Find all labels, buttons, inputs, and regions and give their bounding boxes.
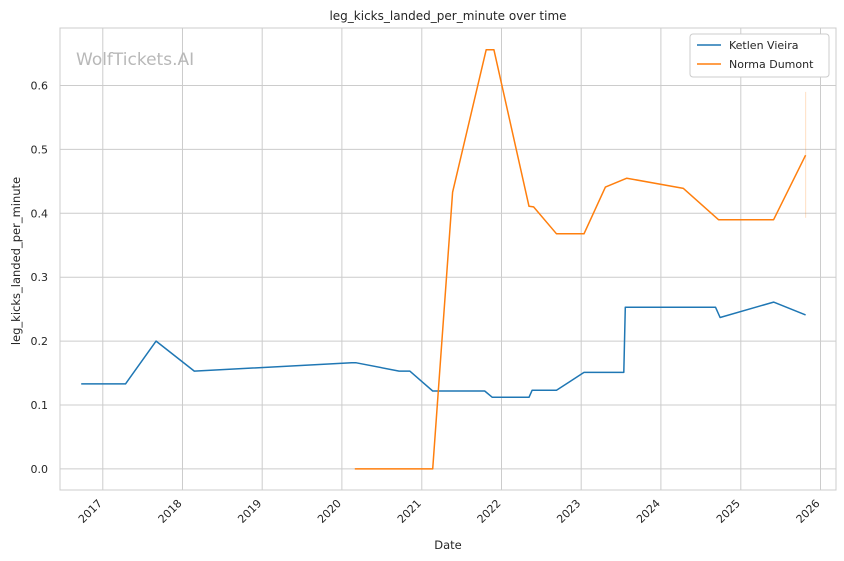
series-layer: [81, 48, 807, 470]
y-tick-label: 0.0: [31, 463, 49, 476]
legend-label-ketlen-vieira: Ketlen Vieira: [729, 39, 798, 52]
y-tick-label: 0.1: [31, 399, 49, 412]
x-gridlines: [102, 28, 821, 490]
x-axis-title: Date: [434, 538, 462, 552]
series-line-ketlen-vieira: [81, 301, 806, 399]
watermark: WolfTickets.AI: [76, 50, 194, 70]
legend-label-norma-dumont: Norma Dumont: [729, 58, 814, 71]
chart-title: leg_kicks_landed_per_minute over time: [329, 9, 566, 23]
plot-area-frame: [59, 27, 837, 491]
y-axis-ticks: 0.0 0.1 0.2 0.3 0.4 0.5 0.6: [31, 80, 49, 476]
y-tick-label: 0.5: [31, 143, 49, 156]
legend-box: [689, 33, 830, 78]
y-tick-label: 0.2: [31, 335, 49, 348]
y-tick-label: 0.6: [31, 80, 49, 93]
y-gridlines: [60, 85, 836, 470]
legend: Ketlen Vieira Norma Dumont: [689, 33, 830, 78]
y-tick-label: 0.3: [31, 271, 49, 284]
y-tick-label: 0.4: [31, 207, 49, 220]
series-line-norma-dumont: [354, 48, 807, 470]
y-axis-title: leg_kicks_landed_per_minute: [9, 177, 23, 345]
